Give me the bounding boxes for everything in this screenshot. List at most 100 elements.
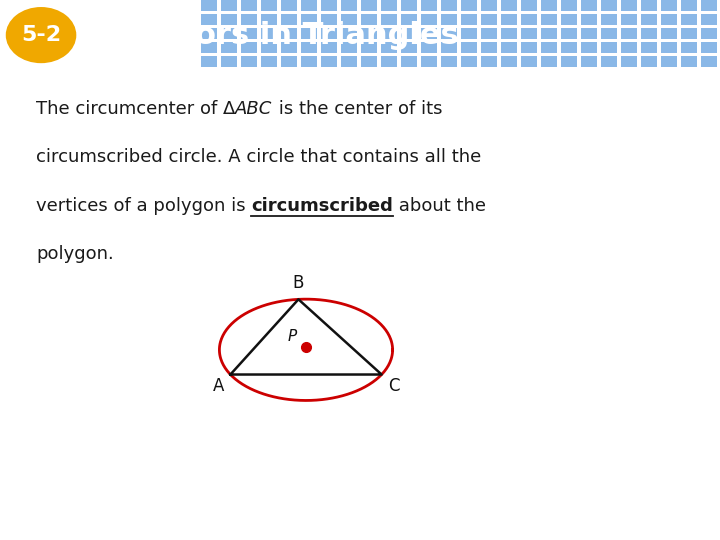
- Text: polygon.: polygon.: [36, 245, 114, 263]
- Bar: [601, 56, 617, 68]
- Bar: [642, 14, 657, 25]
- Bar: [501, 56, 517, 68]
- Bar: [302, 28, 317, 39]
- Bar: [662, 14, 677, 25]
- Bar: [541, 28, 557, 39]
- Bar: [541, 56, 557, 68]
- Bar: [562, 42, 577, 53]
- Bar: [261, 42, 277, 53]
- Bar: [402, 14, 417, 25]
- Bar: [302, 42, 317, 53]
- Bar: [202, 14, 217, 25]
- Bar: [302, 56, 317, 68]
- Bar: [361, 42, 377, 53]
- Bar: [321, 28, 337, 39]
- Bar: [521, 0, 537, 11]
- Bar: [582, 0, 597, 11]
- Bar: [562, 0, 577, 11]
- Text: Bisectors in Triangles: Bisectors in Triangles: [90, 21, 459, 50]
- Bar: [382, 14, 397, 25]
- Bar: [402, 0, 417, 11]
- Bar: [382, 56, 397, 68]
- Bar: [361, 0, 377, 11]
- Bar: [521, 42, 537, 53]
- Bar: [601, 28, 617, 39]
- Bar: [202, 42, 217, 53]
- Bar: [402, 28, 417, 39]
- Bar: [662, 0, 677, 11]
- Bar: [681, 0, 697, 11]
- Bar: [621, 56, 637, 68]
- Text: C: C: [388, 377, 400, 395]
- Bar: [501, 28, 517, 39]
- Bar: [541, 0, 557, 11]
- Bar: [282, 14, 297, 25]
- Text: is the center of its: is the center of its: [273, 100, 442, 118]
- Bar: [202, 56, 217, 68]
- Text: Copyright © by Holt Mc Dougal. All Rights Reserved.: Copyright © by Holt Mc Dougal. All Right…: [337, 509, 706, 522]
- Bar: [462, 42, 477, 53]
- Bar: [421, 0, 437, 11]
- Bar: [462, 0, 477, 11]
- Bar: [642, 42, 657, 53]
- Bar: [621, 28, 637, 39]
- Bar: [582, 28, 597, 39]
- Bar: [241, 14, 257, 25]
- Bar: [341, 42, 357, 53]
- Bar: [582, 14, 597, 25]
- Ellipse shape: [6, 7, 76, 63]
- Bar: [421, 14, 437, 25]
- Bar: [701, 28, 717, 39]
- Bar: [541, 14, 557, 25]
- Text: circumscribed: circumscribed: [251, 197, 393, 214]
- Bar: [441, 56, 457, 68]
- Bar: [222, 14, 237, 25]
- Bar: [462, 56, 477, 68]
- Bar: [341, 56, 357, 68]
- Text: P: P: [287, 329, 297, 344]
- Bar: [321, 42, 337, 53]
- Bar: [642, 28, 657, 39]
- Bar: [701, 42, 717, 53]
- Bar: [402, 56, 417, 68]
- Bar: [261, 14, 277, 25]
- Bar: [282, 0, 297, 11]
- Bar: [382, 28, 397, 39]
- Bar: [562, 56, 577, 68]
- Bar: [601, 14, 617, 25]
- Bar: [261, 56, 277, 68]
- Bar: [241, 0, 257, 11]
- Bar: [282, 28, 297, 39]
- Bar: [501, 42, 517, 53]
- Bar: [662, 42, 677, 53]
- Bar: [341, 0, 357, 11]
- Bar: [241, 56, 257, 68]
- Bar: [402, 42, 417, 53]
- Bar: [521, 14, 537, 25]
- Bar: [562, 14, 577, 25]
- Bar: [222, 0, 237, 11]
- Text: B: B: [293, 274, 304, 292]
- Bar: [621, 42, 637, 53]
- Bar: [421, 42, 437, 53]
- Bar: [441, 0, 457, 11]
- Bar: [241, 28, 257, 39]
- Bar: [582, 42, 597, 53]
- Bar: [282, 56, 297, 68]
- Bar: [421, 56, 437, 68]
- Bar: [441, 28, 457, 39]
- Bar: [701, 14, 717, 25]
- Bar: [681, 28, 697, 39]
- Bar: [202, 28, 217, 39]
- Bar: [482, 56, 497, 68]
- Text: 5-2: 5-2: [21, 25, 61, 45]
- Bar: [621, 0, 637, 11]
- Bar: [521, 28, 537, 39]
- Bar: [302, 0, 317, 11]
- Bar: [321, 56, 337, 68]
- Bar: [521, 56, 537, 68]
- Bar: [681, 14, 697, 25]
- Bar: [462, 14, 477, 25]
- Bar: [361, 56, 377, 68]
- Bar: [261, 0, 277, 11]
